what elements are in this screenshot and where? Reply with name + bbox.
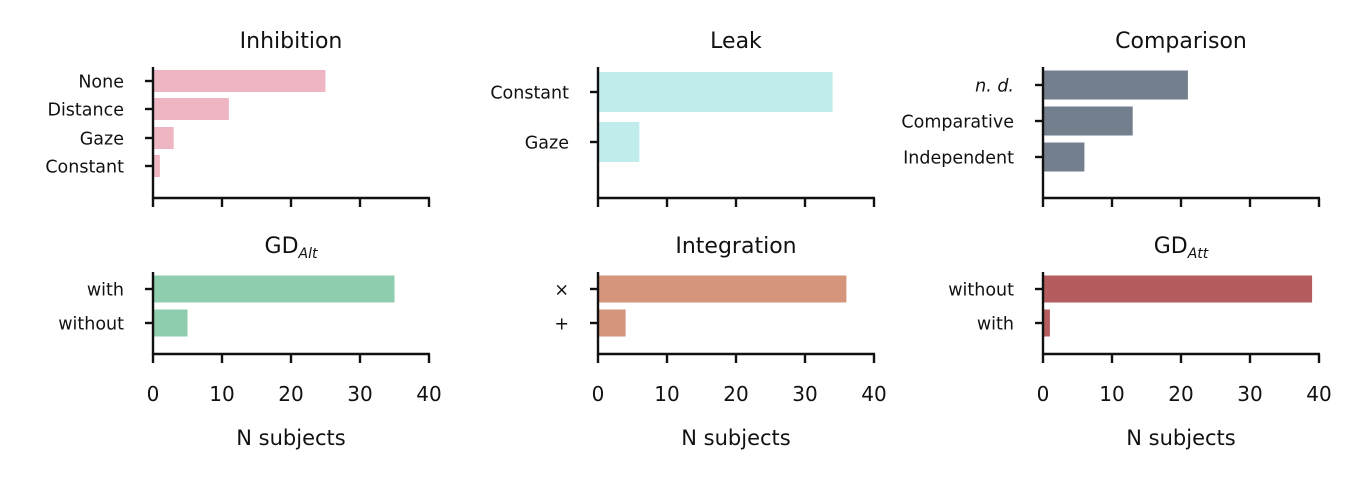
x-tick-label: 10 bbox=[1099, 382, 1124, 406]
x-tick-label: 10 bbox=[654, 382, 679, 406]
panel-title-text: Leak bbox=[710, 29, 762, 54]
bar-4 bbox=[153, 155, 160, 177]
bar-1 bbox=[1043, 70, 1188, 100]
panel-2: Leak Constant Gaze bbox=[490, 29, 876, 207]
category-label: with bbox=[977, 315, 1014, 335]
bar-1 bbox=[598, 72, 833, 112]
category-label: n. d. bbox=[975, 77, 1014, 97]
bar-2 bbox=[598, 309, 626, 337]
panel-title-text: GD bbox=[1154, 234, 1188, 259]
bar-2 bbox=[153, 98, 229, 120]
category-label: without bbox=[948, 281, 1014, 301]
panel-title: GDAlt bbox=[265, 234, 318, 262]
panel-6: GDAtt without with 0 10 20 30 40 N subjects bbox=[948, 234, 1332, 450]
x-tick-label: 20 bbox=[278, 382, 303, 406]
category-label: Comparative bbox=[901, 113, 1014, 133]
x-axis-label: N subjects bbox=[681, 426, 790, 450]
bar-1 bbox=[153, 70, 326, 92]
x-axis-label: N subjects bbox=[236, 426, 345, 450]
x-tick-label: 30 bbox=[792, 382, 817, 406]
bar-3 bbox=[1043, 142, 1085, 172]
category-label: + bbox=[554, 315, 569, 335]
category-label: Constant bbox=[45, 158, 124, 178]
x-tick-label: 20 bbox=[1168, 382, 1193, 406]
category-label: Constant bbox=[490, 84, 569, 104]
x-tick-label: 40 bbox=[416, 382, 441, 406]
panel-title: Inhibition bbox=[240, 29, 343, 54]
panel-1: Inhibition None Distance Gaze Constant bbox=[45, 29, 431, 207]
category-label: with bbox=[87, 281, 124, 301]
category-label: Gaze bbox=[80, 130, 124, 150]
panel-4: GDAlt with without 0 10 20 30 40 N subjects bbox=[58, 234, 442, 450]
x-axis-label: N subjects bbox=[1126, 426, 1235, 450]
bar-2 bbox=[1043, 309, 1050, 337]
bar-2 bbox=[153, 309, 188, 337]
panel-title-text: Comparison bbox=[1115, 29, 1247, 54]
x-tick-label: 0 bbox=[1037, 382, 1050, 406]
panel-title: GDAtt bbox=[1154, 234, 1209, 262]
x-tick-label: 10 bbox=[209, 382, 234, 406]
panel-5: Integration × +0 10 20 30 40 N subjects bbox=[554, 234, 886, 450]
x-tick-label: 0 bbox=[592, 382, 605, 406]
category-label: Gaze bbox=[525, 134, 569, 154]
panel-3: Comparison n. d. Comparative Independent bbox=[901, 29, 1321, 207]
x-tick-label: 40 bbox=[861, 382, 886, 406]
panel-title: Comparison bbox=[1115, 29, 1247, 54]
category-label: None bbox=[78, 73, 124, 93]
x-tick-label: 0 bbox=[147, 382, 160, 406]
category-label: without bbox=[58, 315, 124, 335]
bar-1 bbox=[598, 275, 847, 303]
bar-2 bbox=[598, 122, 640, 162]
x-tick-label: 30 bbox=[347, 382, 372, 406]
panel-title-text: Integration bbox=[675, 234, 796, 259]
panel-title: Leak bbox=[710, 29, 762, 54]
panel-title-subscript: Alt bbox=[298, 246, 318, 262]
panel-title-subscript: Att bbox=[1187, 246, 1209, 262]
category-label: Independent bbox=[903, 149, 1014, 169]
panel-title-text: Inhibition bbox=[240, 29, 343, 54]
category-label: Distance bbox=[47, 101, 124, 121]
x-tick-label: 40 bbox=[1306, 382, 1331, 406]
x-tick-label: 30 bbox=[1237, 382, 1262, 406]
panel-title-text: GD bbox=[265, 234, 299, 259]
panel-title: Integration bbox=[675, 234, 796, 259]
bar-3 bbox=[153, 127, 174, 149]
x-tick-label: 20 bbox=[723, 382, 748, 406]
bar-1 bbox=[1043, 275, 1313, 303]
category-label: × bbox=[554, 281, 569, 301]
bar-2 bbox=[1043, 106, 1133, 136]
bar-1 bbox=[153, 275, 395, 303]
